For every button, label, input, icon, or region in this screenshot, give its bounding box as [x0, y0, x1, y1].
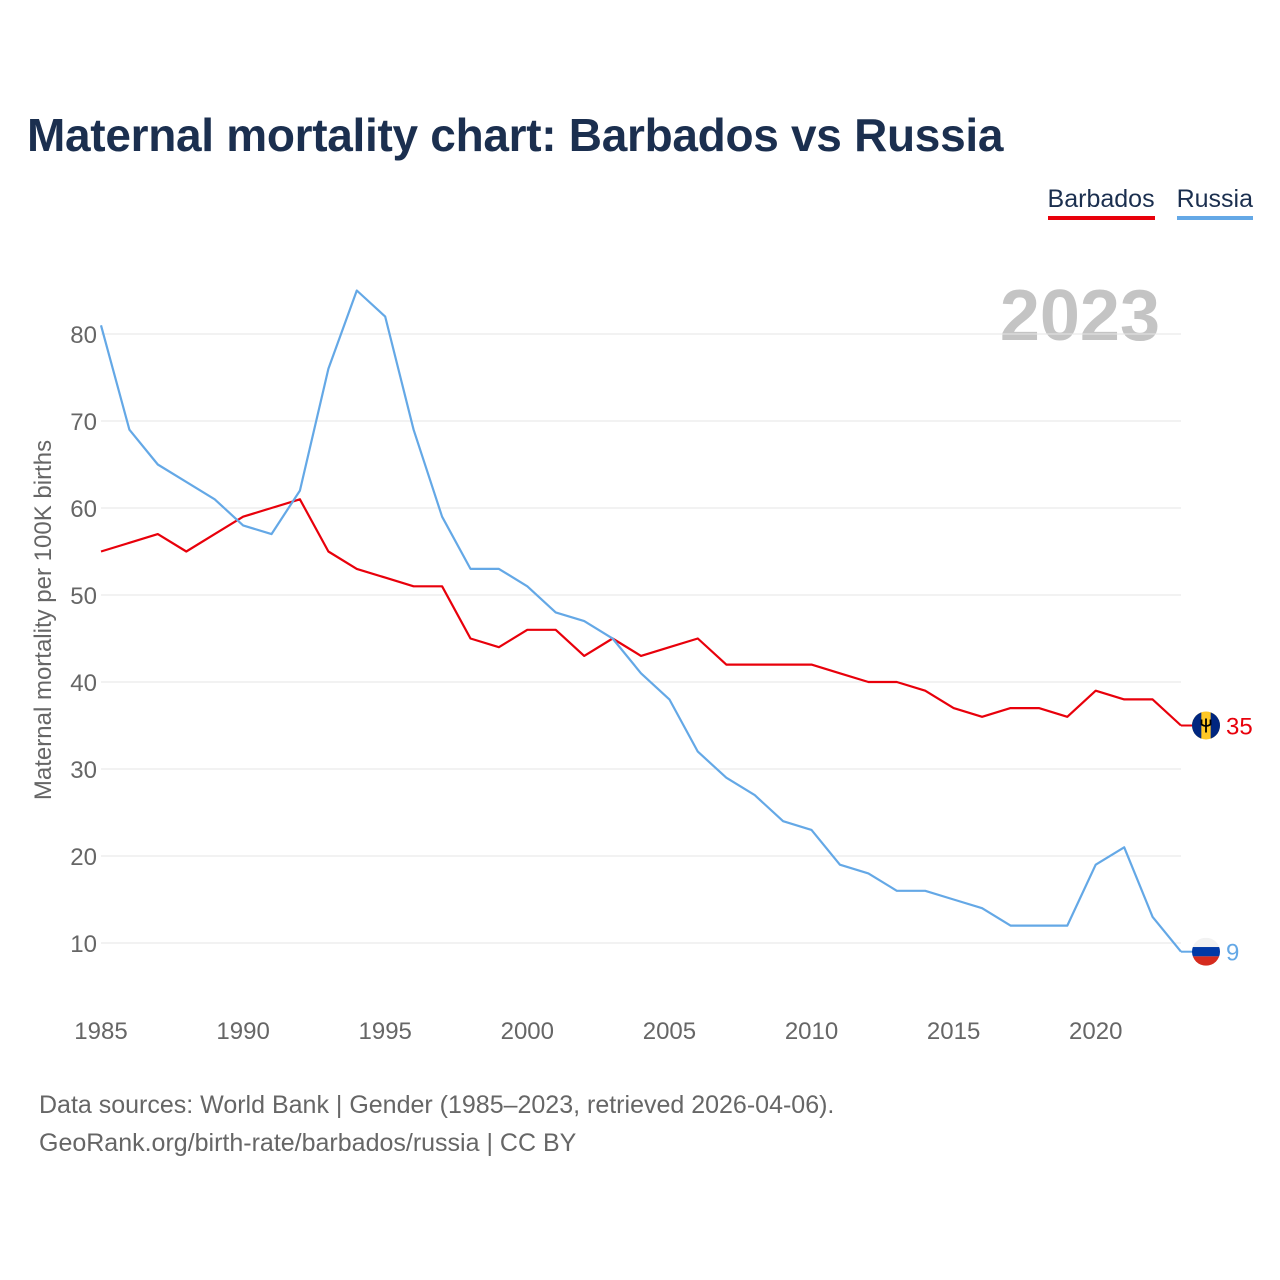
y-tick-label-80: 80: [70, 322, 97, 349]
x-tick-label-2010: 2010: [785, 1018, 838, 1045]
y-tick-label-30: 30: [70, 757, 97, 784]
y-tick-label-50: 50: [70, 583, 97, 610]
footer: Data sources: World Bank | Gender (1985–…: [39, 1086, 834, 1162]
trident-icon: [1200, 718, 1212, 733]
x-tick-label-2020: 2020: [1069, 1018, 1122, 1045]
chart-title: Maternal mortality chart: Barbados vs Ru…: [27, 109, 1004, 161]
y-tick-label-10: 10: [70, 931, 97, 958]
attribution-note[interactable]: GeoRank.org/birth-rate/barbados/russia |…: [39, 1129, 577, 1157]
series-line-barbados: [100, 498, 1182, 727]
series-line-russia: [99, 289, 1182, 953]
x-tick-label-1985: 1985: [74, 1018, 127, 1045]
y-tick-label-20: 20: [70, 844, 97, 871]
y-tick-label-60: 60: [70, 496, 97, 523]
legend-item-barbados[interactable]: Barbados: [1047, 184, 1155, 220]
year-watermark: 2023: [1000, 276, 1160, 356]
x-tick-label-1990: 1990: [216, 1018, 269, 1045]
flag-russia-icon: [1192, 937, 1220, 966]
y-tick-label-70: 70: [70, 409, 97, 436]
end-value-label-barbados: 35: [1226, 714, 1253, 741]
flag-barbados-icon: [1192, 711, 1220, 740]
x-tick-label-2000: 2000: [501, 1018, 554, 1045]
x-tick-label-2015: 2015: [927, 1018, 980, 1045]
end-value-label-russia: 9: [1226, 940, 1239, 967]
legend: Barbados Russia: [1047, 184, 1253, 220]
y-axis-label: Maternal mortality per 100K births: [30, 440, 57, 800]
x-tick-label-1995: 1995: [359, 1018, 412, 1045]
legend-item-russia[interactable]: Russia: [1176, 184, 1253, 220]
data-source-note: Data sources: World Bank | Gender (1985–…: [39, 1091, 835, 1119]
x-tick-label-2005: 2005: [643, 1018, 696, 1045]
y-tick-label-40: 40: [70, 670, 97, 697]
